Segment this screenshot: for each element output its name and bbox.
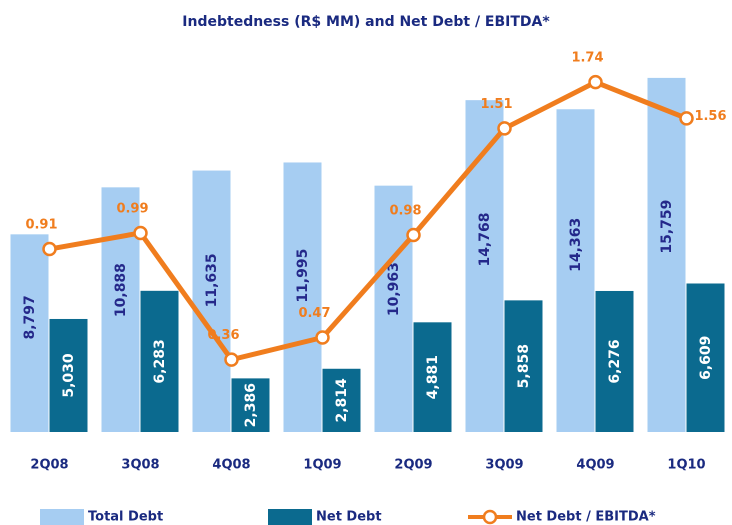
bar xyxy=(140,290,179,432)
value-label: 6,609 xyxy=(698,336,714,380)
x-tick-label: 4Q09 xyxy=(576,458,614,473)
x-tick-label: 3Q08 xyxy=(121,458,159,473)
value-label: 8,797 xyxy=(22,295,38,339)
value-label: 0.99 xyxy=(116,201,148,216)
bar xyxy=(10,234,49,432)
bar xyxy=(504,300,543,432)
line-marker xyxy=(315,330,330,345)
x-tick-label: 2Q09 xyxy=(394,458,432,473)
line-marker xyxy=(42,241,57,257)
line-marker xyxy=(679,111,694,126)
bar xyxy=(647,77,686,433)
x-tick-label: 3Q09 xyxy=(485,458,523,473)
value-label: 2,814 xyxy=(334,378,350,423)
x-tick-label: 1Q09 xyxy=(303,458,341,473)
bar xyxy=(231,378,270,432)
value-label: 4,881 xyxy=(425,355,441,399)
bar xyxy=(49,318,88,432)
bar xyxy=(374,185,413,432)
bar xyxy=(556,109,595,432)
value-label: 6,283 xyxy=(152,339,168,383)
value-label: 1.51 xyxy=(480,97,512,112)
legend-swatch xyxy=(40,509,84,525)
line-marker xyxy=(133,225,148,241)
line-marker xyxy=(497,121,512,136)
value-label: 1.56 xyxy=(694,109,726,124)
x-tick-label: 2Q08 xyxy=(30,458,68,473)
value-label: 14,363 xyxy=(568,218,584,272)
legend-swatch xyxy=(482,509,498,525)
x-tick-label: 4Q08 xyxy=(212,458,250,473)
value-label: 6,276 xyxy=(607,339,623,383)
value-label: 0.36 xyxy=(207,328,239,343)
legend-label: Net Debt / EBITDA* xyxy=(516,510,656,525)
value-label: 11,995 xyxy=(295,249,311,303)
line-marker xyxy=(588,74,603,90)
bar xyxy=(192,170,231,433)
value-label: 1.74 xyxy=(571,51,603,66)
legend-swatch xyxy=(268,509,312,525)
legend-label: Net Debt xyxy=(316,510,382,525)
value-label: 2,386 xyxy=(243,383,259,427)
legend-label: Total Debt xyxy=(88,510,163,525)
x-tick-label: 1Q10 xyxy=(667,458,705,473)
bar xyxy=(413,322,452,432)
bar xyxy=(101,187,140,432)
value-label: 10,963 xyxy=(386,262,402,316)
bar xyxy=(686,283,725,432)
line-marker xyxy=(224,352,239,367)
value-label: 0.98 xyxy=(389,203,421,218)
value-label: 5,858 xyxy=(516,344,532,388)
value-label: 14,768 xyxy=(477,213,493,267)
bar xyxy=(283,162,322,432)
value-label: 0.47 xyxy=(298,306,330,321)
value-label: 0.91 xyxy=(25,218,57,233)
bar xyxy=(595,290,634,432)
value-label: 11,635 xyxy=(204,253,220,307)
line-marker xyxy=(406,227,421,243)
value-label: 15,759 xyxy=(659,200,675,254)
line xyxy=(49,79,688,363)
value-label: 10,888 xyxy=(113,263,129,317)
chart-title: Indebtedness (R$ MM) and Net Debt / EBIT… xyxy=(182,14,550,30)
bar xyxy=(322,368,361,432)
value-label: 5,030 xyxy=(61,353,77,398)
